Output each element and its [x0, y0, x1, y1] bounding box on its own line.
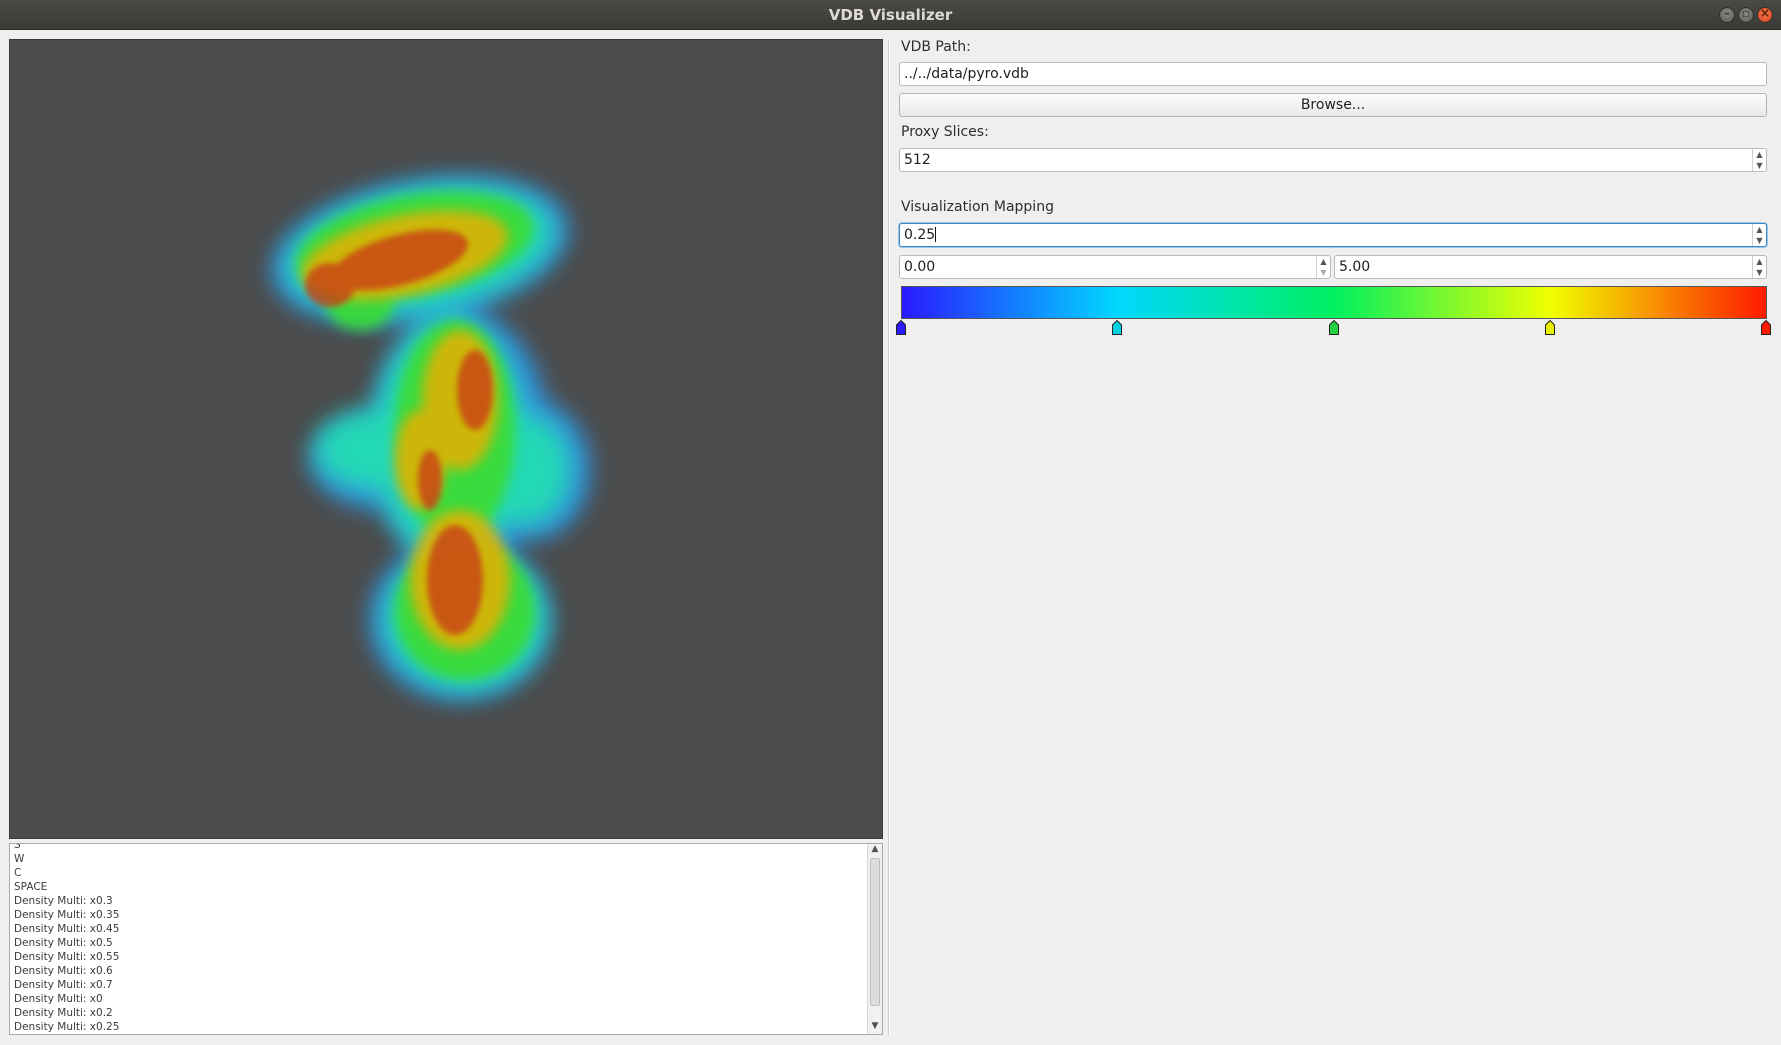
vdb-path-input[interactable]: ../../data/pyro.vdb [899, 62, 1767, 86]
browse-button[interactable]: Browse... [899, 93, 1767, 117]
log-line: W [14, 853, 25, 865]
color-stop-handle-1[interactable] [1112, 320, 1123, 335]
range-min-spinbox[interactable]: 0.00 ▲ ▼ [899, 255, 1331, 279]
proxy-slices-spinbox[interactable]: 512 ▲ ▼ [899, 148, 1767, 172]
log-scrollbar[interactable]: ▲ ▼ [867, 844, 882, 1034]
log-line: Density Multi: x0.55 [14, 951, 120, 963]
log-line: Density Multi: x0.7 [14, 979, 113, 991]
visualization-mapping-label: Visualization Mapping [901, 199, 1054, 215]
text-caret [935, 227, 937, 242]
density-spin-arrows[interactable]: ▲ ▼ [1752, 224, 1766, 246]
color-stop-handle-0[interactable] [896, 320, 906, 335]
minimize-button[interactable]: – [1719, 6, 1735, 23]
log-line: C [14, 867, 22, 879]
log-line: Density Multi: x0.45 [14, 923, 120, 935]
maximize-button[interactable]: ▫ [1738, 6, 1754, 23]
color-ramp[interactable] [901, 286, 1767, 319]
log-line: Density Multi: x0.35 [14, 909, 120, 921]
volume-render [271, 176, 590, 700]
color-stop-handle-4[interactable] [1761, 320, 1771, 335]
window-title: VDB Visualizer [828, 6, 953, 24]
proxy-slices-spin-arrows[interactable]: ▲ ▼ [1752, 149, 1766, 171]
range-min-spin-arrows[interactable]: ▲ ▼ [1316, 256, 1330, 278]
proxy-slices-value: 512 [904, 152, 931, 168]
log-line: Density Multi: x0.2 [14, 1007, 113, 1019]
range-max-spinbox[interactable]: 5.00 ▲ ▼ [1334, 255, 1767, 279]
log-line: Density Multi: x0.5 [14, 937, 113, 949]
close-button[interactable]: × [1757, 6, 1773, 23]
log-line: Density Multi: x0.6 [14, 965, 113, 977]
log-line: Density Multi: x0.3 [14, 895, 113, 907]
log-output[interactable]: S W C SPACE Density Multi: x0.3 Density Multi… [9, 843, 883, 1035]
color-stop-handle-2[interactable] [1328, 320, 1339, 335]
render-viewport[interactable] [9, 39, 883, 839]
proxy-slices-label: Proxy Slices: [901, 124, 989, 140]
scroll-thumb[interactable] [870, 858, 880, 1006]
log-lines: S W C SPACE Density Multi: x0.3 Density Multi… [14, 843, 120, 1034]
scroll-up-icon[interactable]: ▲ [871, 844, 879, 854]
log-line: S [14, 843, 21, 851]
density-spinbox[interactable]: 0.25 ▲ ▼ [899, 223, 1767, 247]
vdb-path-label: VDB Path: [901, 39, 971, 55]
range-min-value: 0.00 [904, 259, 936, 275]
panel-splitter[interactable] [888, 39, 890, 1035]
title-bar: – ▫ × VDB Visualizer [0, 0, 1781, 30]
color-stop-handle-3[interactable] [1544, 320, 1555, 335]
range-max-value: 5.00 [1339, 259, 1371, 275]
log-line: Density Multi: x0.25 [14, 1021, 120, 1033]
density-value: 0.25 [904, 227, 936, 243]
log-line: SPACE [14, 881, 48, 893]
log-line: Density Multi: x0 [14, 993, 103, 1005]
scroll-down-icon[interactable]: ▼ [871, 1021, 879, 1031]
range-max-spin-arrows[interactable]: ▲ ▼ [1752, 256, 1766, 278]
